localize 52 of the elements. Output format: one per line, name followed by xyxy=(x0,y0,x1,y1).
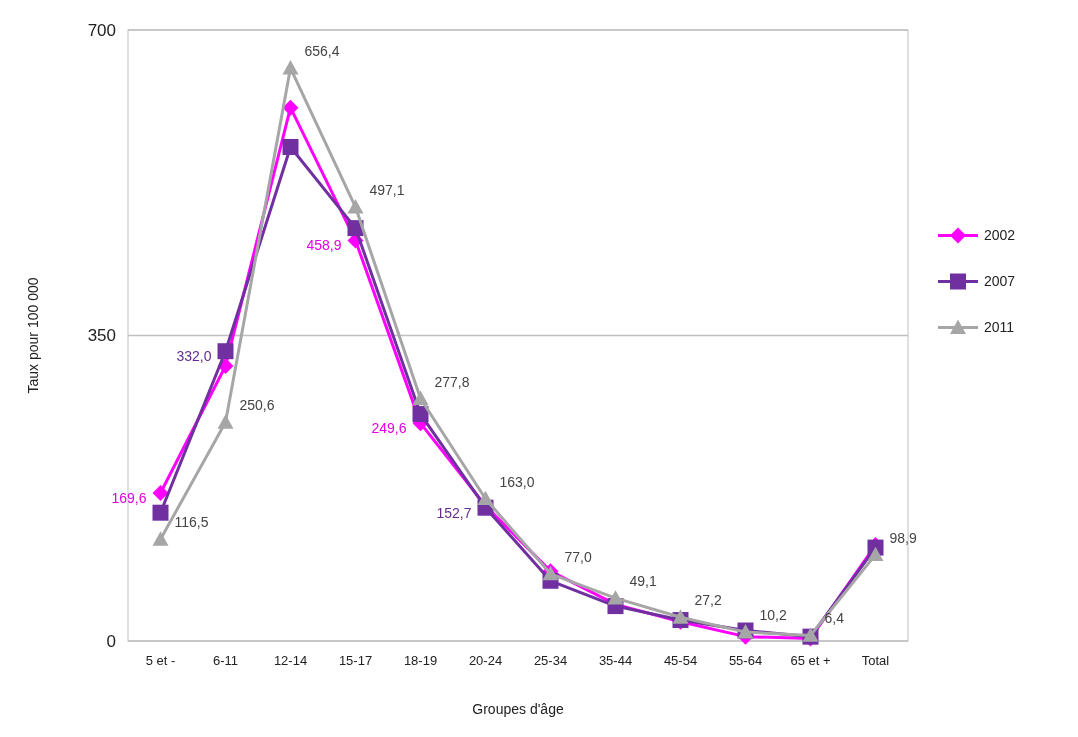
y-axis-title: Taux pour 100 000 xyxy=(25,277,41,394)
data-label: 49,1 xyxy=(629,573,657,590)
y-tick-label: 350 xyxy=(87,326,116,346)
point xyxy=(282,60,299,75)
data-label: 458,9 xyxy=(306,237,342,254)
data-label: 656,4 xyxy=(304,43,340,60)
data-label: 250,6 xyxy=(239,397,275,414)
point xyxy=(282,138,299,155)
point xyxy=(672,609,689,624)
point xyxy=(607,590,624,605)
data-label: 116,5 xyxy=(174,514,209,531)
point xyxy=(867,546,884,562)
legend-label: 2007 xyxy=(984,273,1016,290)
x-tick-label: 45-54 xyxy=(663,653,698,668)
x-tick-label: 12-14 xyxy=(273,653,308,668)
point xyxy=(217,343,234,360)
data-label: 277,8 xyxy=(434,373,470,390)
point xyxy=(347,199,364,214)
point xyxy=(412,406,429,423)
data-label: 497,1 xyxy=(369,182,405,199)
x-tick-label: 15-17 xyxy=(338,653,373,668)
data-label: 332,0 xyxy=(176,348,212,365)
point xyxy=(152,484,169,501)
data-label: 152,7 xyxy=(436,504,472,521)
x-tick-label: 5 et - xyxy=(145,653,176,668)
x-tick-label: 18-19 xyxy=(403,653,438,668)
data-label: 6,4 xyxy=(824,610,845,627)
data-label: 163,0 xyxy=(499,473,535,490)
data-label: 249,6 xyxy=(371,420,407,437)
point xyxy=(282,99,299,116)
x-tick-label: 25-34 xyxy=(533,653,568,668)
x-tick-label: 20-24 xyxy=(468,653,503,668)
point xyxy=(152,531,169,546)
point xyxy=(412,390,429,405)
data-label: 10,2 xyxy=(759,607,787,624)
x-axis-title: Groupes d'âge xyxy=(472,701,564,717)
point xyxy=(217,414,234,429)
data-label: 98,9 xyxy=(889,529,917,546)
data-label: 27,2 xyxy=(694,592,722,609)
data-label: 77,0 xyxy=(564,548,592,565)
data-label: 169,6 xyxy=(111,489,147,506)
legend-label: 2002 xyxy=(984,227,1016,244)
x-tick-label: 6-11 xyxy=(212,653,239,668)
point xyxy=(477,490,494,506)
legend-label: 2011 xyxy=(984,319,1015,336)
x-tick-label: 65 et + xyxy=(790,653,831,668)
y-tick-label: 0 xyxy=(106,631,116,651)
x-tick-label: 35-44 xyxy=(598,653,633,668)
point xyxy=(152,504,169,521)
y-tick-label: 700 xyxy=(87,20,116,40)
x-tick-label: 55-64 xyxy=(728,653,763,668)
x-tick-label: Total xyxy=(861,653,890,668)
